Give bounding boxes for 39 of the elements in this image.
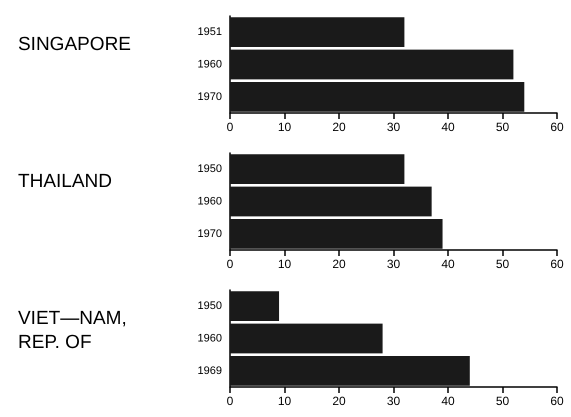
x-tick-label: 10 — [278, 394, 292, 408]
x-tick-label: 50 — [496, 394, 510, 408]
text: VIET—NAM, REP. OF — [18, 307, 128, 355]
x-tick-label: 60 — [550, 394, 564, 408]
x-tick-label: 0 — [226, 257, 234, 271]
x-tick-label: 60 — [550, 120, 564, 134]
bar — [230, 356, 470, 386]
x-tick-label: 40 — [441, 394, 455, 408]
bar — [230, 17, 404, 48]
x-tick-label: 30 — [386, 394, 400, 408]
x-tick-label: 0 — [226, 394, 234, 408]
x-tick-label: 20 — [332, 257, 346, 271]
y-tick-label: 1970 — [198, 228, 222, 240]
x-tick-label: 30 — [386, 257, 400, 271]
x-tick-label: 10 — [278, 257, 292, 271]
y-tick-label: 1960 — [198, 332, 222, 344]
y-tick-label: 1950 — [198, 163, 222, 176]
text: SINGAPORE — [18, 33, 132, 57]
bar — [230, 324, 383, 354]
x-tick-label: 40 — [441, 257, 455, 271]
bar — [230, 50, 514, 80]
y-tick-label: 1970 — [198, 90, 222, 103]
x-tick-label: 20 — [332, 120, 346, 134]
bar — [230, 291, 280, 322]
x-tick-label: 50 — [496, 257, 510, 271]
y-tick-label: 1951 — [198, 26, 222, 38]
text: THAILAND — [18, 170, 113, 194]
x-tick-label: 30 — [386, 120, 400, 134]
x-tick-label: 60 — [550, 257, 564, 271]
x-tick-label: 20 — [332, 394, 346, 408]
x-tick-label: 50 — [496, 120, 510, 134]
y-tick-label: 1960 — [198, 58, 222, 70]
y-tick-label: 1960 — [198, 196, 222, 208]
y-tick-label: 1950 — [198, 300, 222, 312]
x-tick-label: 40 — [441, 120, 455, 134]
y-tick-label: 1969 — [198, 364, 222, 377]
bar — [230, 82, 524, 112]
x-tick-label: 0 — [226, 120, 234, 134]
x-tick-label: 10 — [278, 120, 292, 134]
